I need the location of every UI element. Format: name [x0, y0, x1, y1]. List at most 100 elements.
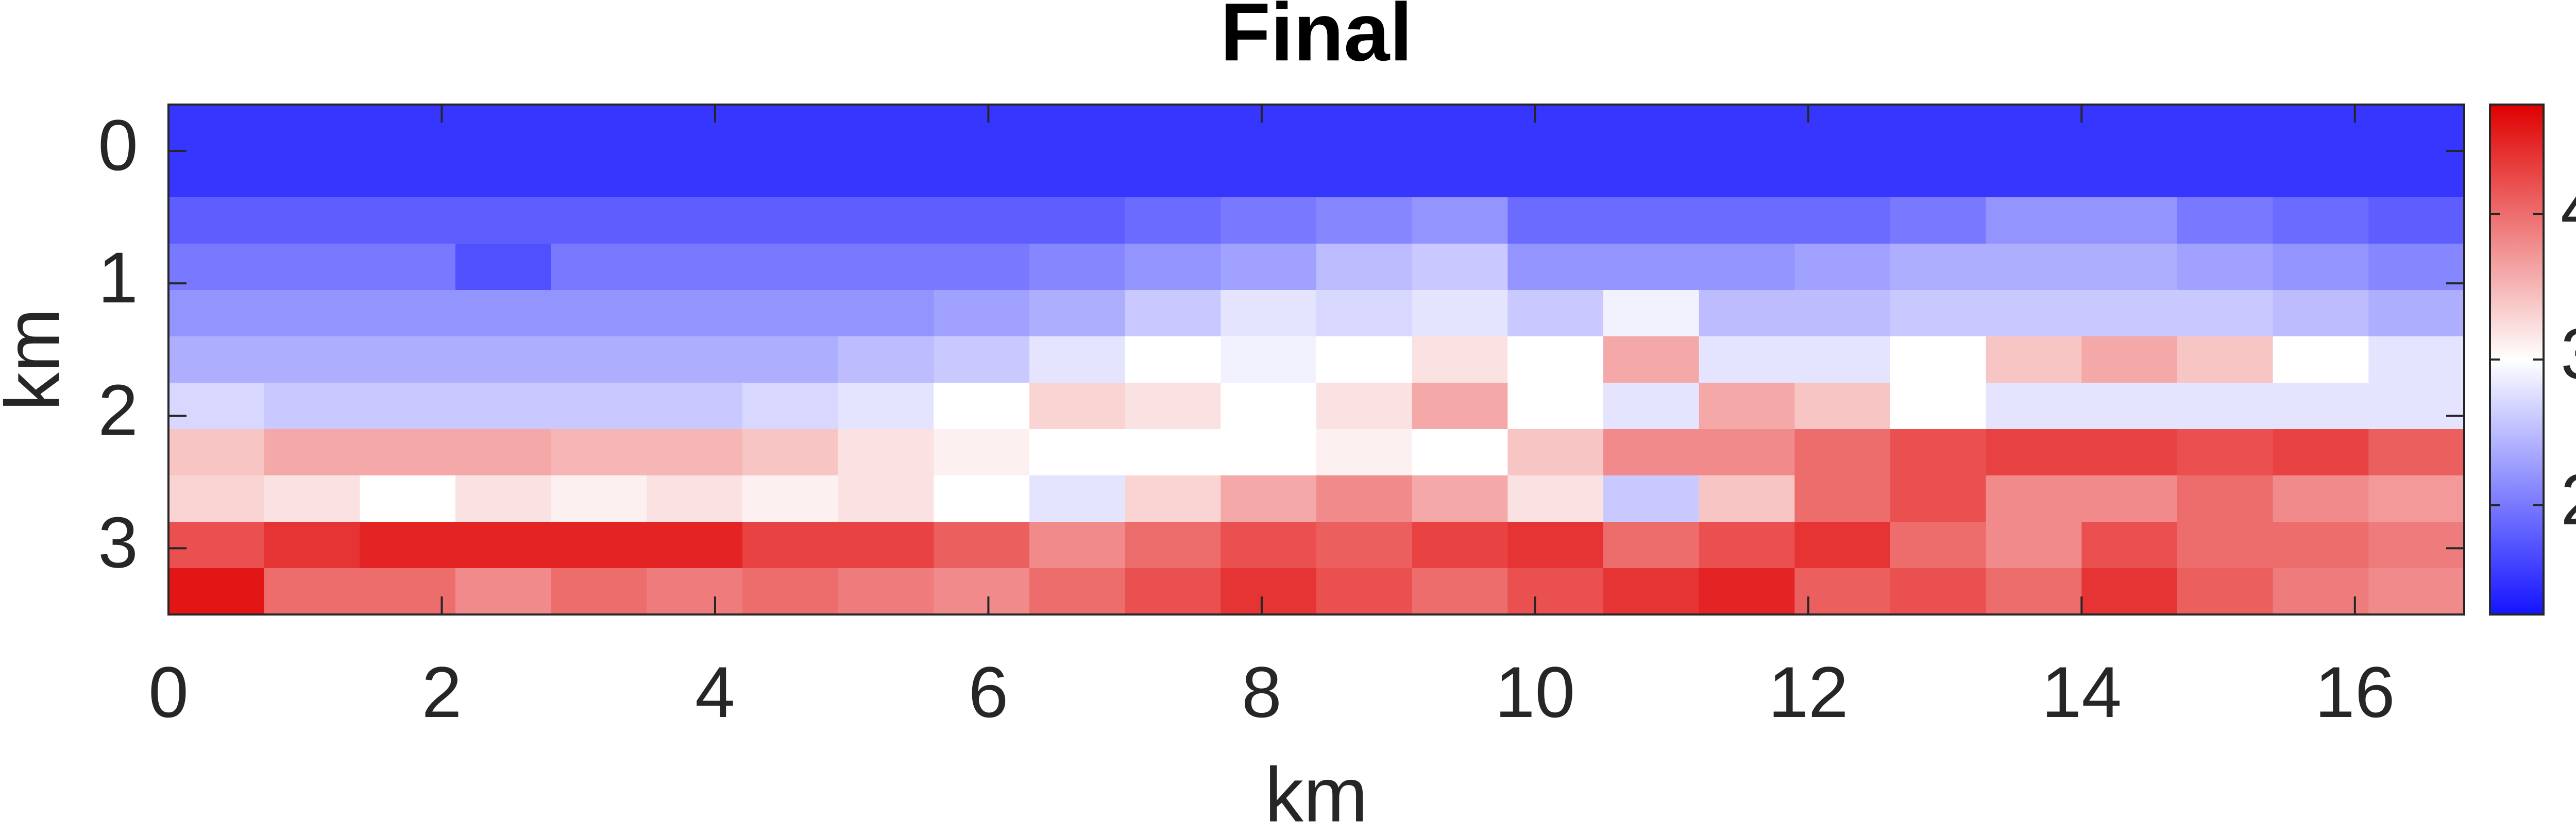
heat-cell — [1603, 105, 1700, 151]
heat-cell — [1316, 429, 1413, 476]
heat-cell — [2273, 383, 2369, 430]
heat-cell — [838, 475, 935, 522]
heat-cell — [1316, 522, 1413, 569]
heat-cell — [1029, 383, 1126, 430]
heat-cell — [1890, 336, 1987, 383]
heat-cell — [551, 105, 648, 151]
heat-cell — [1507, 336, 1604, 383]
heat-cell — [1603, 568, 1700, 615]
heat-cell — [1507, 290, 1604, 337]
heat-cell — [1125, 336, 1222, 383]
heat-cell — [1029, 475, 1126, 522]
heat-cell — [934, 568, 1030, 615]
heat-cell — [838, 244, 935, 291]
heat-cell — [455, 429, 552, 476]
heat-cell — [360, 429, 456, 476]
heat-cell — [1316, 151, 1413, 198]
heat-cell — [168, 429, 265, 476]
heat-cell — [1699, 151, 1795, 198]
heat-cell — [1316, 475, 1413, 522]
heat-cell — [1603, 197, 1700, 244]
heat-cell — [1507, 522, 1604, 569]
heat-cell — [2177, 336, 2274, 383]
heatmap-cells — [168, 105, 2465, 615]
heat-cell — [1221, 244, 1317, 291]
heat-cell — [455, 475, 552, 522]
x-tick-label: 8 — [1242, 652, 1282, 732]
heat-cell — [1316, 105, 1413, 151]
heat-cell — [1699, 383, 1795, 430]
heat-cell — [2368, 522, 2465, 569]
heat-cell — [1794, 336, 1891, 383]
heat-cell — [1986, 336, 2082, 383]
heat-cell — [455, 383, 552, 430]
heat-cell — [1412, 475, 1509, 522]
heat-cell — [264, 290, 361, 337]
heat-cell — [2368, 383, 2465, 430]
heat-cell — [742, 475, 839, 522]
heat-cell — [1890, 290, 1987, 337]
heat-cell — [1412, 429, 1509, 476]
heat-cell — [2368, 336, 2465, 383]
heat-cell — [1125, 429, 1222, 476]
heat-cell — [2081, 290, 2178, 337]
heat-cell — [647, 290, 743, 337]
heat-cell — [360, 151, 456, 198]
heat-cell — [1029, 429, 1126, 476]
heat-cell — [1603, 522, 1700, 569]
heat-cell — [168, 197, 265, 244]
heat-cell — [1029, 568, 1126, 615]
heat-cell — [742, 105, 839, 151]
heat-cell — [455, 568, 552, 615]
heat-cell — [1412, 244, 1509, 291]
heat-cell — [1029, 244, 1126, 291]
heat-cell — [1794, 244, 1891, 291]
heat-cell — [934, 336, 1030, 383]
heat-cell — [551, 429, 648, 476]
heat-cell — [1699, 336, 1795, 383]
heat-cell — [934, 244, 1030, 291]
heat-cell — [1221, 568, 1317, 615]
heat-cell — [1794, 105, 1891, 151]
heat-cell — [1603, 336, 1700, 383]
heat-cell — [647, 244, 743, 291]
heat-cell — [1412, 383, 1509, 430]
heat-cell — [264, 336, 361, 383]
heat-cell — [742, 151, 839, 198]
heat-cell — [1699, 429, 1795, 476]
heat-cell — [1507, 244, 1604, 291]
heat-cell — [1699, 475, 1795, 522]
heat-cell — [1316, 383, 1413, 430]
heat-cell — [360, 475, 456, 522]
heat-cell — [2273, 105, 2369, 151]
heat-cell — [1986, 105, 2082, 151]
heat-cell — [647, 105, 743, 151]
heat-cell — [360, 290, 456, 337]
heat-cell — [1794, 290, 1891, 337]
heat-cell — [2081, 475, 2178, 522]
heat-cell — [2081, 105, 2178, 151]
heat-cell — [647, 383, 743, 430]
heat-cell — [360, 383, 456, 430]
heat-cell — [1794, 429, 1891, 476]
heat-cell — [1029, 105, 1126, 151]
heat-cell — [264, 429, 361, 476]
heat-cell — [2273, 429, 2369, 476]
heat-cell — [934, 429, 1030, 476]
heat-cell — [360, 568, 456, 615]
heat-cell — [2081, 336, 2178, 383]
heat-cell — [1412, 105, 1509, 151]
y-tick-label: 2 — [98, 369, 138, 450]
heat-cell — [455, 522, 552, 569]
heat-cell — [551, 336, 648, 383]
heat-cell — [455, 244, 552, 291]
heat-cell — [168, 522, 265, 569]
heat-cell — [1794, 522, 1891, 569]
heat-cell — [2273, 151, 2369, 198]
heat-cell — [1794, 197, 1891, 244]
heat-cell — [1603, 151, 1700, 198]
colorbar-tick-label: 3 — [2561, 313, 2576, 394]
heat-cell — [264, 197, 361, 244]
heat-cell — [1221, 475, 1317, 522]
heat-cell — [1890, 522, 1987, 569]
